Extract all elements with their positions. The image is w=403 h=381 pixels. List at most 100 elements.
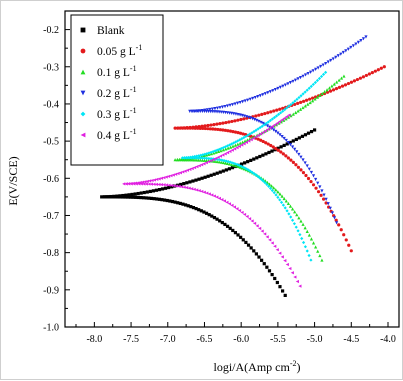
data-point [286, 82, 290, 86]
data-point [232, 163, 236, 167]
data-point [185, 157, 189, 161]
data-point [180, 156, 185, 160]
data-point [276, 131, 280, 135]
data-point [278, 133, 282, 137]
data-point [180, 185, 184, 189]
data-point [142, 190, 146, 195]
data-point [298, 284, 302, 288]
data-point [197, 189, 201, 193]
data-point [299, 219, 303, 223]
y-tick-label: -1.0 [43, 323, 59, 334]
data-point [159, 183, 164, 187]
y-tick-label: -0.8 [43, 248, 59, 259]
data-point [292, 222, 296, 226]
data-point [254, 114, 258, 118]
data-point [149, 196, 154, 201]
data-point [263, 92, 267, 96]
data-point [287, 104, 291, 108]
data-point [259, 138, 263, 142]
data-point [336, 54, 340, 58]
data-point [332, 216, 337, 220]
data-point [176, 201, 180, 205]
data-point [330, 84, 334, 88]
data-point [331, 57, 335, 61]
data-point [382, 65, 386, 69]
data-point [272, 191, 276, 195]
data-point [136, 181, 140, 185]
data-point [202, 210, 206, 214]
data-point [194, 125, 198, 129]
data-point [341, 50, 345, 55]
data-point [294, 137, 298, 142]
data-point [150, 178, 154, 183]
data-point [172, 184, 176, 188]
data-point [204, 211, 209, 215]
data-point [228, 226, 232, 230]
data-point [197, 124, 201, 129]
data-point [255, 156, 259, 160]
data-point [202, 153, 206, 158]
data-point [300, 134, 305, 138]
series-1 [173, 65, 386, 253]
data-point [358, 76, 363, 80]
data-point [293, 78, 298, 82]
data-point [304, 173, 308, 178]
data-point [263, 129, 267, 133]
data-point [178, 201, 182, 206]
data-point [260, 258, 264, 262]
data-point [379, 66, 383, 70]
data-point [262, 123, 266, 127]
data-point [339, 76, 344, 80]
data-point [218, 219, 222, 223]
data-point [197, 156, 201, 160]
data-point [296, 165, 301, 169]
data-point [191, 206, 196, 210]
data-point [208, 107, 212, 112]
data-point [309, 179, 313, 184]
data-point [337, 85, 342, 89]
data-point [246, 243, 251, 247]
data-point [280, 289, 285, 293]
data-point [203, 108, 207, 112]
data-point [364, 35, 368, 39]
data-point [176, 126, 180, 130]
data-point [281, 84, 285, 88]
data-point [213, 107, 217, 111]
data-point [230, 166, 235, 170]
data-point [270, 273, 274, 277]
data-point [280, 118, 284, 122]
data-point [242, 117, 246, 121]
data-point [218, 122, 222, 126]
data-point [261, 153, 265, 157]
data-point [267, 269, 272, 273]
data-point [306, 176, 311, 181]
data-point [228, 103, 232, 107]
data-point [237, 208, 242, 213]
x-tick-label: -4.0 [380, 334, 396, 345]
data-point [309, 170, 314, 175]
data-point [194, 158, 198, 162]
data-point [284, 138, 288, 143]
data-point [258, 94, 262, 98]
data-point [256, 174, 260, 178]
legend-label: 0.05 g L-1 [97, 43, 142, 58]
data-point [241, 140, 245, 144]
data-point [217, 196, 221, 200]
data-point [166, 174, 171, 178]
data-point [320, 258, 324, 262]
data-point [215, 217, 219, 221]
data-point [294, 110, 298, 115]
data-point [143, 180, 147, 184]
data-point [157, 182, 161, 187]
data-point [241, 100, 245, 104]
data-point [131, 181, 135, 185]
legend-marker [80, 69, 86, 75]
data-point [354, 42, 358, 46]
data-point [370, 71, 374, 75]
data-point [215, 159, 219, 164]
data-point [263, 179, 267, 183]
data-point [303, 161, 307, 165]
data-point [163, 198, 167, 202]
data-point [252, 221, 257, 225]
data-point [243, 99, 247, 103]
